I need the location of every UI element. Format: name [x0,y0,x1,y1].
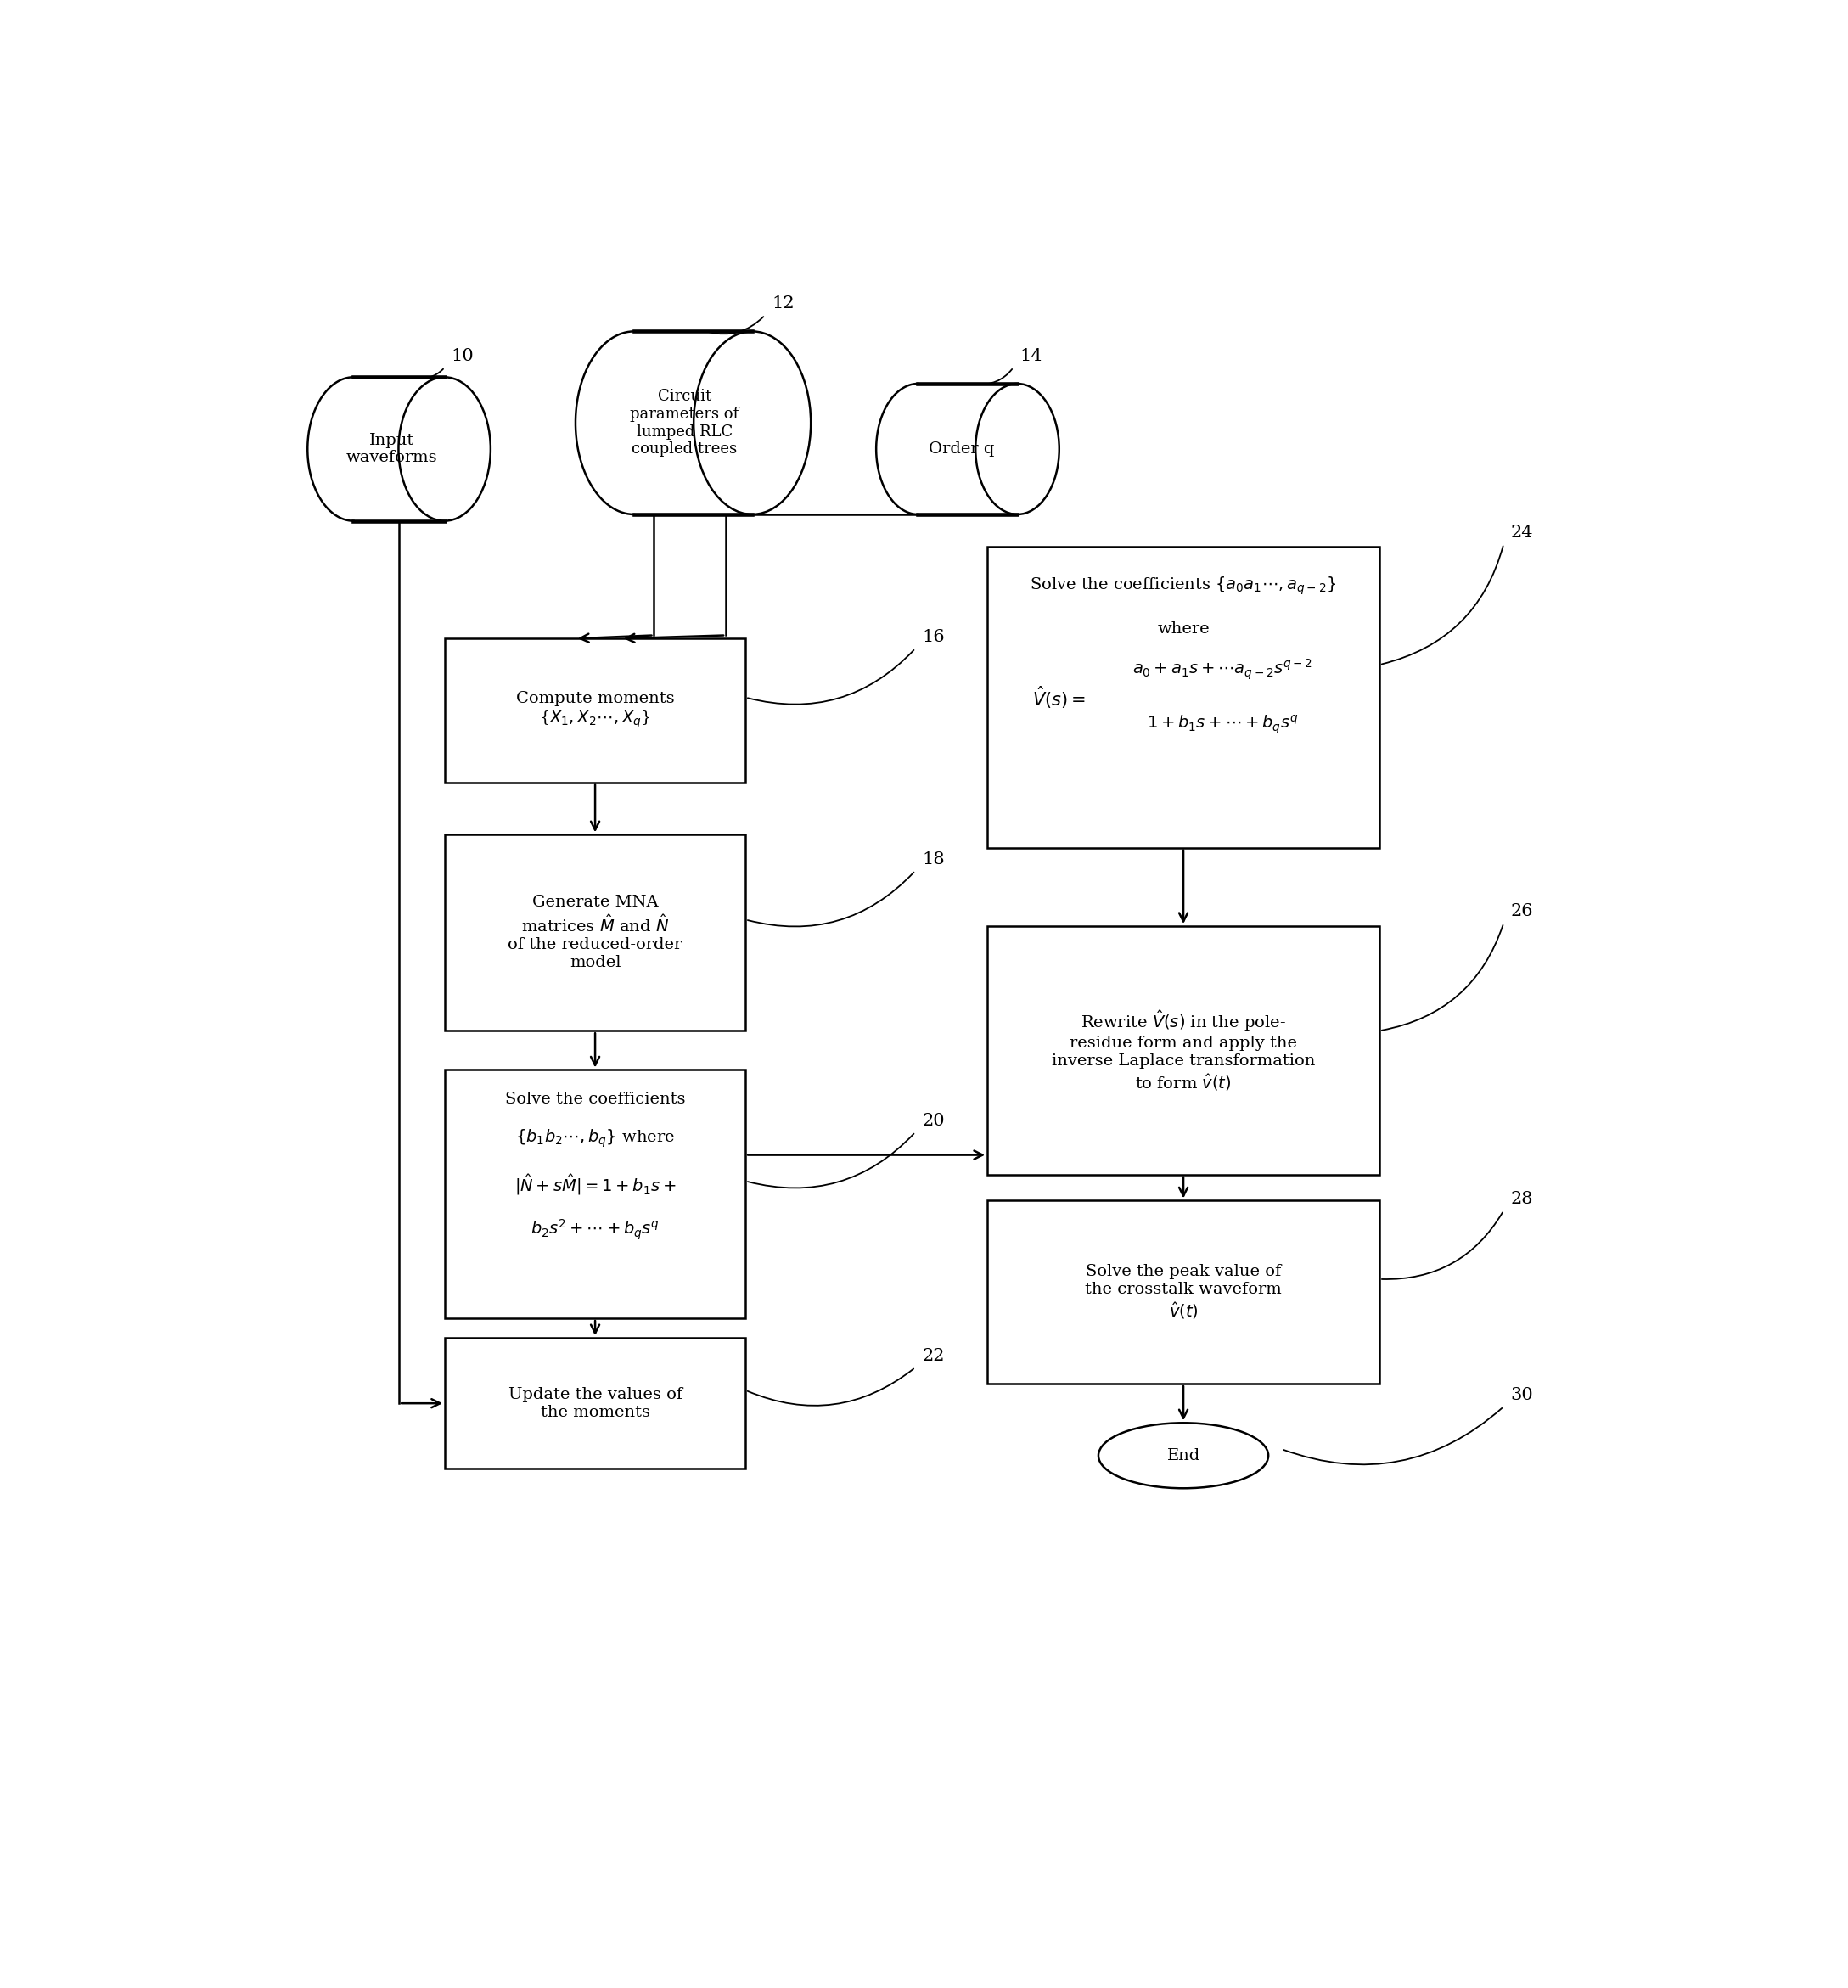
Text: $|\hat{N}+s\hat{M}|=1+b_1s+$: $|\hat{N}+s\hat{M}|=1+b_1s+$ [514,1173,676,1197]
Text: Generate MNA
matrices $\hat{M}$ and $\hat{N}$
of the reduced-order
model: Generate MNA matrices $\hat{M}$ and $\ha… [508,895,682,970]
Text: 16: 16 [922,628,944,646]
Text: End: End [1166,1447,1199,1463]
Text: Circuit
parameters of
lumped RLC
coupled trees: Circuit parameters of lumped RLC coupled… [630,390,739,457]
Text: 20: 20 [922,1113,944,1129]
Text: 10: 10 [451,348,475,364]
Text: 22: 22 [922,1348,944,1364]
Text: where: where [1157,620,1210,636]
Text: $\hat{V}(s) =$: $\hat{V}(s) =$ [1033,684,1087,710]
Ellipse shape [399,378,490,521]
Text: $b_2s^2+\cdots+b_qs^q$: $b_2s^2+\cdots+b_qs^q$ [530,1219,660,1242]
Polygon shape [634,332,752,515]
Text: Solve the coefficients: Solve the coefficients [505,1091,686,1107]
FancyBboxPatch shape [987,926,1379,1175]
FancyBboxPatch shape [445,638,745,783]
Text: Rewrite $\hat{V}(s)$ in the pole-
residue form and apply the
inverse Laplace tra: Rewrite $\hat{V}(s)$ in the pole- residu… [1052,1008,1316,1091]
FancyBboxPatch shape [987,1201,1379,1384]
Text: Solve the peak value of
the crosstalk waveform
$\hat{v}(t)$: Solve the peak value of the crosstalk wa… [1085,1264,1283,1320]
Ellipse shape [876,384,959,515]
Text: 12: 12 [772,296,795,312]
FancyBboxPatch shape [445,835,745,1030]
Ellipse shape [1098,1423,1268,1489]
Text: $a_0+a_1s+\cdots a_{q-2}s^{q-2}$: $a_0+a_1s+\cdots a_{q-2}s^{q-2}$ [1133,658,1312,682]
Text: Order q: Order q [928,441,994,457]
Ellipse shape [693,332,811,515]
Text: 18: 18 [922,851,944,867]
Text: $\{b_1b_2\cdots,b_q\}$ where: $\{b_1b_2\cdots,b_q\}$ where [516,1127,675,1149]
Text: Solve the coefficients $\{a_0a_1\cdots,a_{q-2}\}$: Solve the coefficients $\{a_0a_1\cdots,a… [1029,575,1336,596]
FancyBboxPatch shape [445,1070,745,1318]
Text: Input
waveforms: Input waveforms [346,433,438,465]
Text: 28: 28 [1510,1191,1532,1207]
Text: 26: 26 [1510,903,1532,920]
FancyBboxPatch shape [445,1338,745,1469]
Text: 30: 30 [1510,1388,1532,1404]
FancyBboxPatch shape [987,547,1379,847]
Text: $1+b_1s+\cdots+b_qs^q$: $1+b_1s+\cdots+b_qs^q$ [1148,714,1299,736]
Text: 14: 14 [1020,348,1042,364]
Ellipse shape [307,378,399,521]
Polygon shape [353,378,445,521]
Ellipse shape [575,332,693,515]
Text: 24: 24 [1510,525,1532,541]
Text: Compute moments
{$X_1,X_2$$\cdots,X_q$}: Compute moments {$X_1,X_2$$\cdots,X_q$} [516,692,675,730]
Ellipse shape [976,384,1059,515]
Text: Update the values of
the moments: Update the values of the moments [508,1388,682,1419]
Polygon shape [918,384,1018,515]
